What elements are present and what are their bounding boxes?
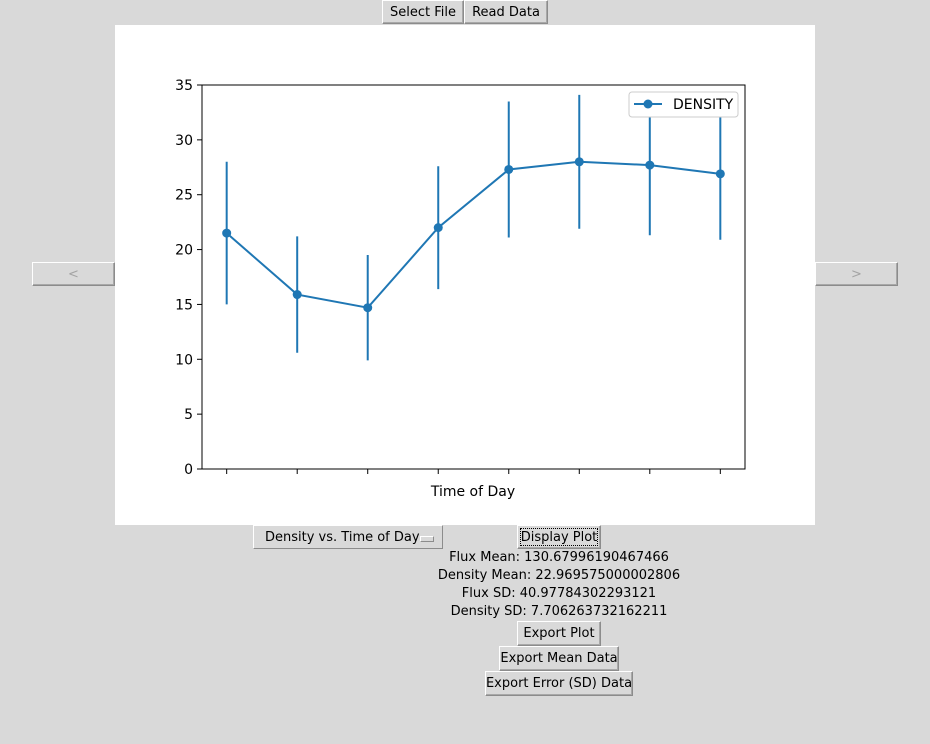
x-axis-label: Time of Day — [430, 484, 515, 500]
display-plot-button[interactable]: Display Plot — [517, 525, 601, 549]
previous-button[interactable]: < — [32, 262, 115, 286]
flux-mean-text: Flux Mean: 130.67996190467466 — [449, 550, 669, 565]
data-point — [433, 223, 443, 233]
density-sd-text: Density SD: 7.706263732162211 — [450, 604, 668, 619]
chart-legend: DENSITY — [628, 91, 739, 118]
data-point — [222, 228, 232, 238]
export-error-data-button[interactable]: Export Error (SD) Data — [485, 671, 633, 696]
y-tick-label: 0 — [184, 462, 193, 478]
y-tick-label: 35 — [175, 78, 193, 94]
export-plot-button[interactable]: Export Plot — [517, 621, 601, 646]
data-point — [363, 303, 373, 313]
y-tick-label: 5 — [184, 407, 193, 423]
plot-type-select[interactable]: Density vs. Time of Day — [253, 525, 443, 549]
next-button[interactable]: > — [815, 262, 898, 286]
plot-canvas: 0 5 10 15 20 25 30 35 Time of Day DENSITY — [115, 25, 815, 525]
export-mean-data-button[interactable]: Export Mean Data — [499, 646, 619, 671]
legend-frame — [628, 91, 739, 118]
density-chart: 0 5 10 15 20 25 30 35 Time of Day DENSITY — [175, 78, 746, 500]
plot-type-value: Density vs. Time of Day — [265, 529, 420, 545]
data-point — [574, 157, 584, 167]
data-point — [715, 169, 725, 179]
y-tick-label: 15 — [175, 297, 193, 313]
plot-axes-frame — [201, 84, 746, 470]
y-tick-label: 30 — [175, 133, 193, 149]
legend-point-marker — [643, 99, 653, 109]
option-menu-indicator-icon — [420, 536, 434, 542]
data-point — [292, 290, 302, 300]
y-tick-label: 20 — [175, 243, 193, 259]
data-point — [645, 160, 655, 170]
data-point — [504, 164, 514, 174]
select-file-button[interactable]: Select File — [382, 0, 464, 24]
flux-sd-text: Flux SD: 40.97784302293121 — [461, 586, 657, 601]
legend-label: DENSITY — [673, 97, 734, 113]
y-tick-label: 10 — [175, 352, 193, 368]
density-mean-text: Density Mean: 22.969575000002806 — [437, 568, 681, 583]
read-data-button[interactable]: Read Data — [464, 0, 548, 24]
y-tick-label: 25 — [175, 188, 193, 204]
density-series-line — [226, 160, 721, 309]
